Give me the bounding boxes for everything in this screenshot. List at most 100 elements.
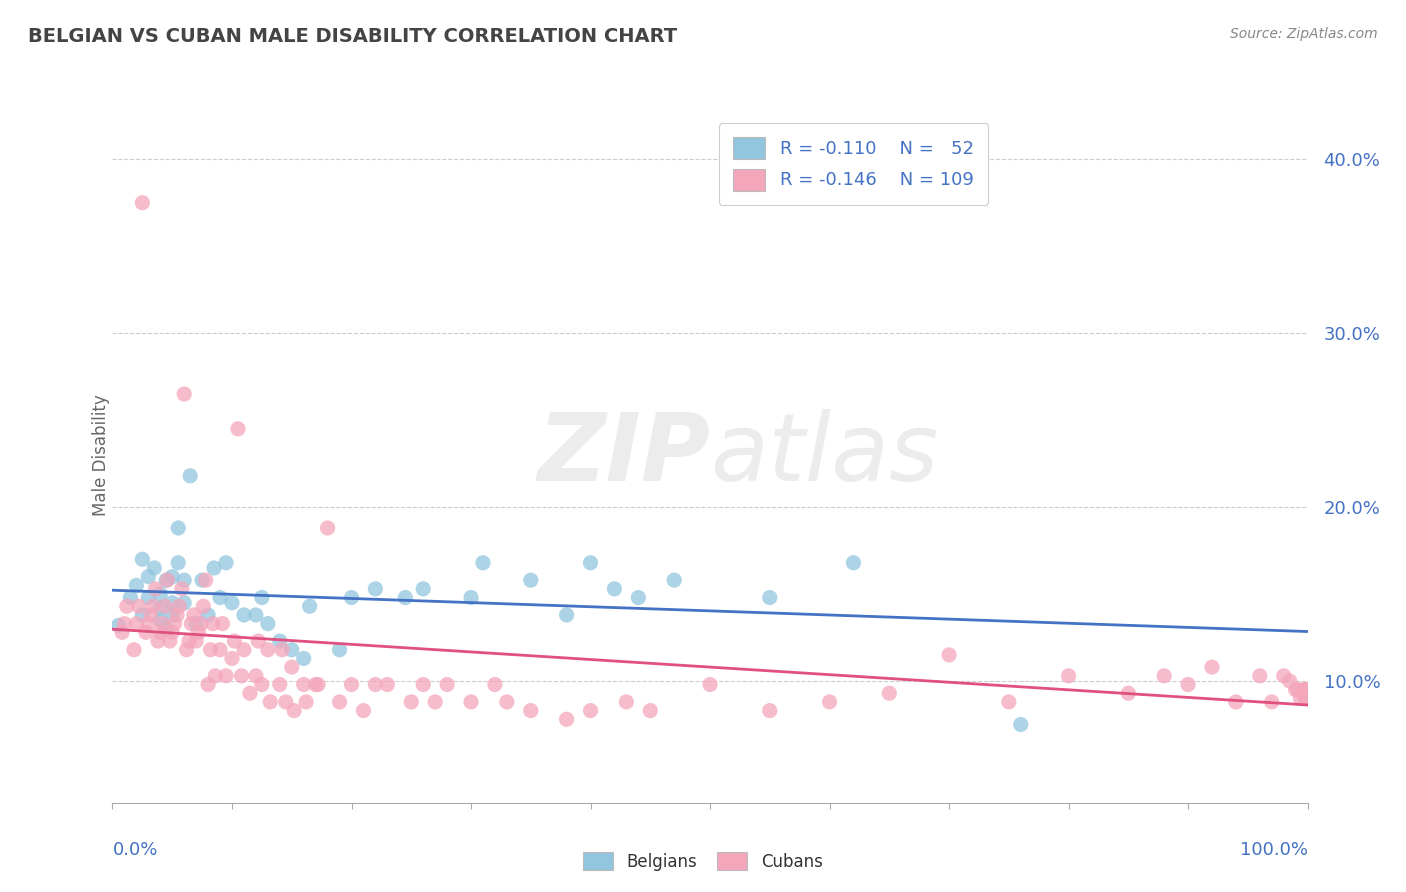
Point <box>1010 717 1032 731</box>
Point <box>257 642 280 657</box>
Point <box>194 573 217 587</box>
Point <box>1201 660 1223 674</box>
Point <box>208 591 231 605</box>
Point <box>149 601 172 615</box>
Point <box>1260 695 1282 709</box>
Point <box>328 695 352 709</box>
Legend: R = -0.110    N =   52, R = -0.146    N = 109: R = -0.110 N = 52, R = -0.146 N = 109 <box>718 123 988 205</box>
Point <box>460 591 482 605</box>
Point <box>269 677 291 691</box>
Point <box>173 387 195 401</box>
Point <box>627 591 650 605</box>
Point <box>1116 686 1139 700</box>
Point <box>221 596 243 610</box>
Point <box>224 634 246 648</box>
Point <box>138 591 160 605</box>
Point <box>221 651 243 665</box>
Point <box>555 607 578 622</box>
Point <box>295 695 318 709</box>
Point <box>1295 682 1317 697</box>
Point <box>316 521 339 535</box>
Point <box>614 695 637 709</box>
Point <box>155 573 177 587</box>
Point <box>364 677 387 691</box>
Point <box>202 561 225 575</box>
Point <box>818 695 841 709</box>
Point <box>496 695 519 709</box>
Point <box>340 591 363 605</box>
Point <box>998 695 1021 709</box>
Point <box>1278 674 1301 689</box>
Point <box>281 660 304 674</box>
Point <box>759 704 782 718</box>
Point <box>187 625 209 640</box>
Point <box>186 634 208 648</box>
Point <box>364 582 387 596</box>
Point <box>231 669 253 683</box>
Point <box>1153 669 1175 683</box>
Point <box>394 591 416 605</box>
Point <box>146 634 169 648</box>
Point <box>638 704 662 718</box>
Point <box>377 677 399 691</box>
Point <box>131 607 153 622</box>
Point <box>204 669 226 683</box>
Point <box>115 599 138 614</box>
Point <box>250 677 273 691</box>
Point <box>1249 669 1271 683</box>
Point <box>125 578 148 592</box>
Point <box>247 634 270 648</box>
Point <box>131 195 153 210</box>
Point <box>176 642 198 657</box>
Point <box>274 695 297 709</box>
Point <box>555 712 578 726</box>
Point <box>120 591 142 605</box>
Point <box>114 616 135 631</box>
Point <box>125 616 148 631</box>
Point <box>166 607 188 622</box>
Point <box>842 556 865 570</box>
Point <box>1292 682 1315 697</box>
Point <box>664 573 686 587</box>
Point <box>149 613 172 627</box>
Point <box>877 686 900 700</box>
Point <box>340 677 363 691</box>
Point <box>163 616 186 631</box>
Point <box>153 599 176 614</box>
Point <box>1177 677 1199 691</box>
Point <box>173 596 195 610</box>
Point <box>162 596 183 610</box>
Point <box>128 599 150 614</box>
Point <box>215 556 238 570</box>
Point <box>200 642 222 657</box>
Point <box>191 573 214 587</box>
Point <box>245 607 267 622</box>
Point <box>307 677 329 691</box>
Point <box>180 616 202 631</box>
Point <box>142 599 165 614</box>
Text: atlas: atlas <box>710 409 938 500</box>
Point <box>1295 682 1317 697</box>
Point <box>520 573 543 587</box>
Point <box>197 607 219 622</box>
Point <box>135 625 157 640</box>
Point <box>208 642 231 657</box>
Point <box>328 642 352 657</box>
Point <box>425 695 447 709</box>
Point <box>143 561 166 575</box>
Point <box>271 642 294 657</box>
Point <box>484 677 506 691</box>
Point <box>520 704 543 718</box>
Point <box>412 582 434 596</box>
Point <box>149 587 172 601</box>
Point <box>215 669 238 683</box>
Point <box>138 569 160 583</box>
Point <box>1289 691 1312 706</box>
Point <box>197 677 219 691</box>
Point <box>138 616 160 631</box>
Point <box>938 648 960 662</box>
Legend: Belgians, Cubans: Belgians, Cubans <box>575 844 831 880</box>
Point <box>1272 669 1295 683</box>
Point <box>162 607 183 622</box>
Point <box>190 616 212 631</box>
